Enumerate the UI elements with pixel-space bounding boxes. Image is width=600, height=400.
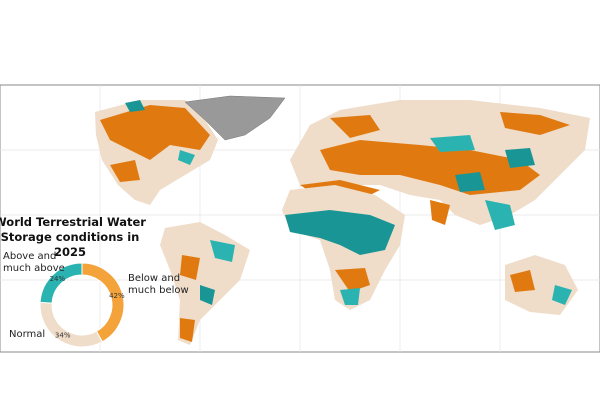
legend-label: Normal [9,329,46,340]
value-label: 34% [55,331,71,339]
land [95,95,590,345]
legend-label: Above and much above [3,251,65,274]
value-label: 42% [109,292,125,300]
chart-title: World Terrestrial Water Storage conditio… [0,215,146,259]
value-label: 24% [50,275,66,283]
legend-label: Below and much below [128,273,189,296]
donut-chart: 42% 34% 24% [39,262,125,348]
donut-segment [39,262,83,304]
